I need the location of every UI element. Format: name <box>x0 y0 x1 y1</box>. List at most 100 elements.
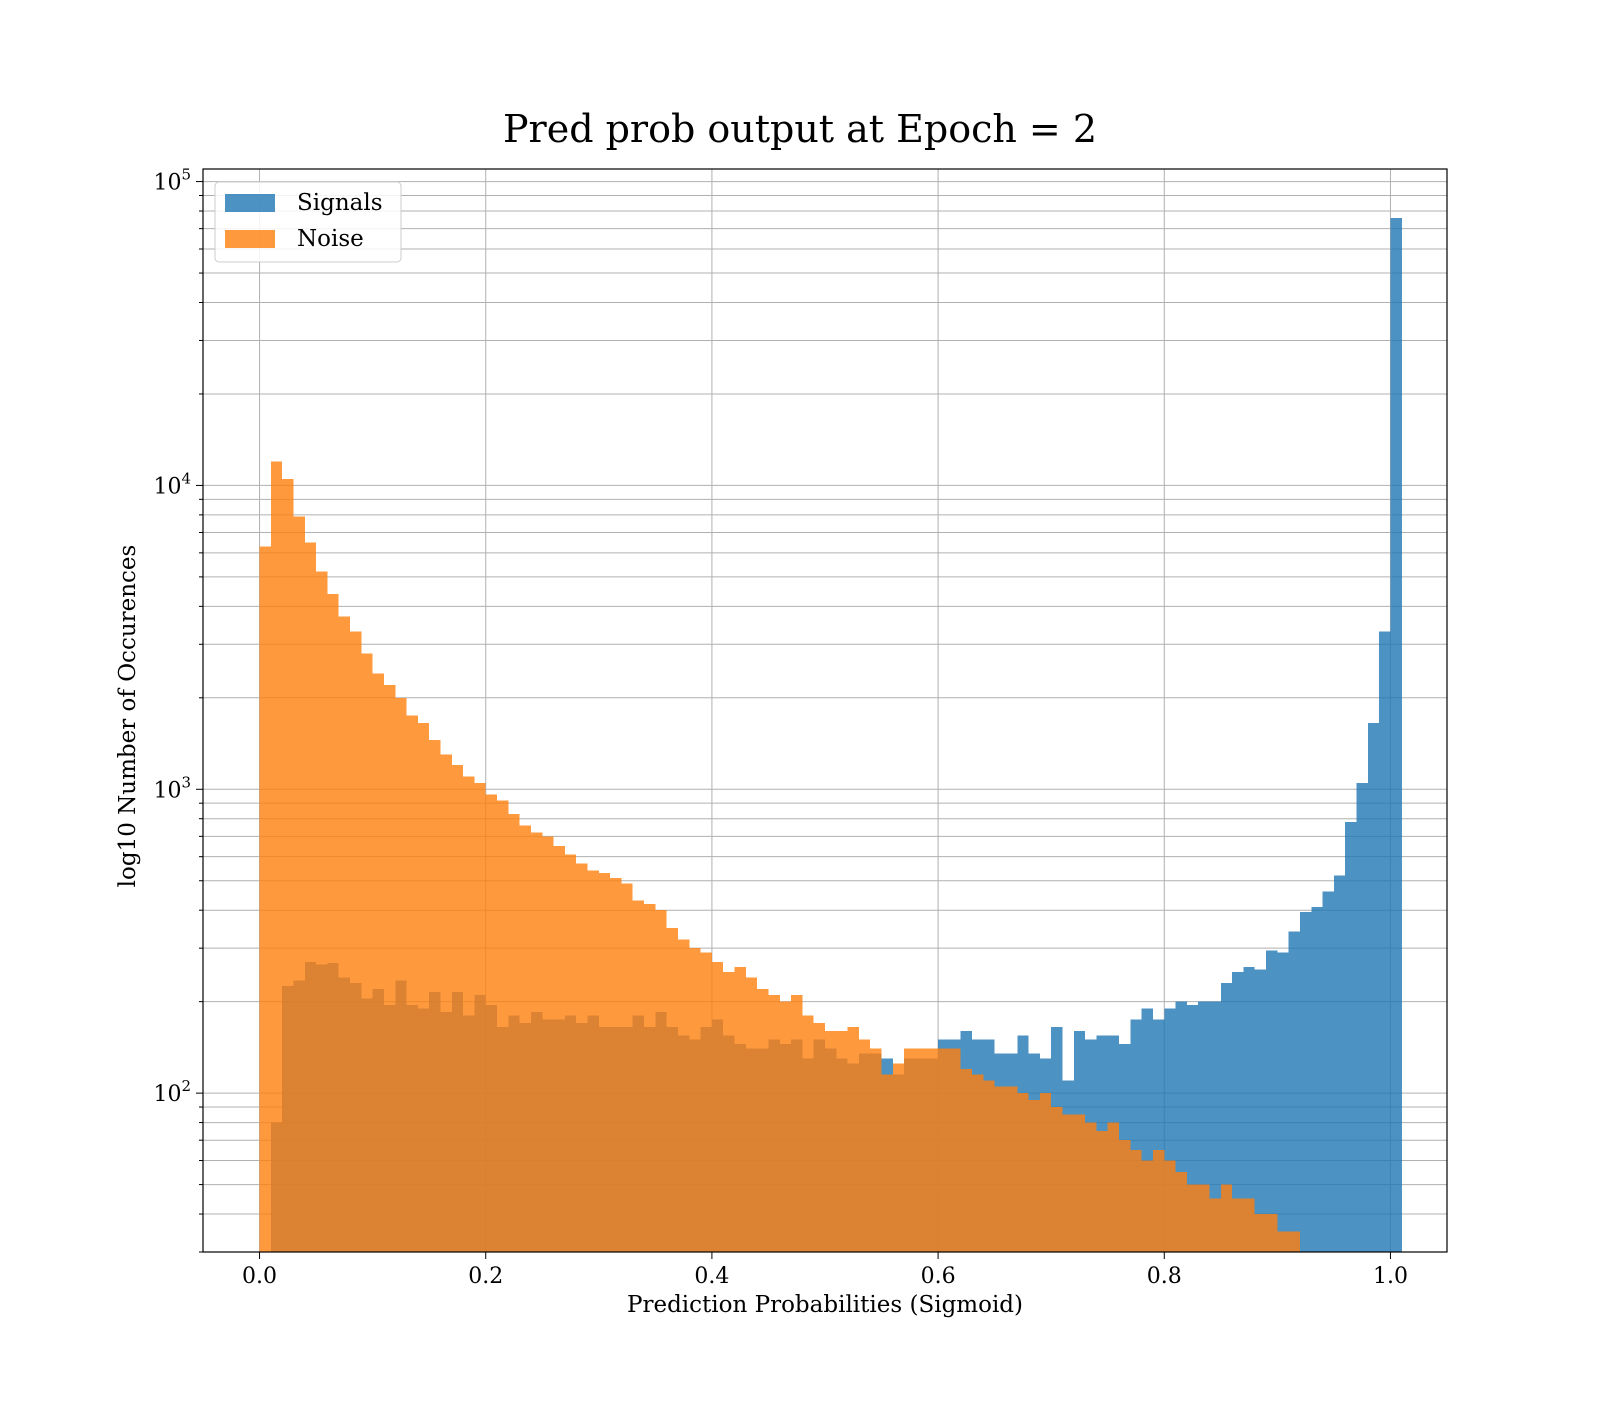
bar-noise <box>700 952 712 1252</box>
x-tick-label: 1.0 <box>1373 1264 1408 1289</box>
bar-noise <box>610 878 622 1252</box>
bar-noise <box>949 1048 961 1252</box>
bar-noise <box>644 903 656 1252</box>
bar-noise <box>338 616 351 1252</box>
bar-signals <box>1266 950 1278 1252</box>
bar-signals <box>1379 631 1391 1252</box>
bar-signals <box>1141 1008 1153 1252</box>
bar-noise <box>316 571 328 1252</box>
bar-noise <box>858 1039 871 1252</box>
legend-swatch-signals <box>225 194 275 212</box>
series-noise <box>259 461 1300 1253</box>
legend-swatch-noise <box>225 230 275 248</box>
bar-signals <box>1333 875 1346 1252</box>
y-tick-label: 105 <box>153 166 191 196</box>
bar-noise <box>904 1048 916 1252</box>
bar-signals <box>1220 983 1233 1252</box>
bar-noise <box>1220 1184 1233 1252</box>
bar-noise <box>1062 1114 1074 1252</box>
bar-noise <box>259 546 271 1252</box>
bar-noise <box>270 461 283 1252</box>
legend-label-noise: Noise <box>297 226 364 252</box>
bar-noise <box>757 989 769 1252</box>
bar-noise <box>1209 1198 1221 1252</box>
bar-noise <box>1107 1122 1120 1252</box>
bar-signals <box>1277 952 1289 1252</box>
bar-noise <box>745 977 758 1252</box>
bar-noise <box>1073 1114 1086 1252</box>
bar-signals <box>1345 822 1357 1252</box>
bar-noise <box>779 1001 792 1252</box>
bar-noise <box>429 740 441 1252</box>
bar-signals <box>1356 782 1368 1252</box>
bar-noise <box>689 948 701 1252</box>
bar-noise <box>983 1080 995 1252</box>
bar-noise <box>870 1048 882 1252</box>
y-tick-label: 103 <box>153 773 191 803</box>
x-tick-label: 0.4 <box>694 1264 729 1289</box>
axes-layer: 0.0 0.2 0.4 0.6 0.8 1.0 102 103 104 105 <box>153 166 1448 1289</box>
bar-noise <box>576 863 588 1252</box>
bar-noise <box>497 800 509 1252</box>
bar-noise <box>1039 1093 1052 1252</box>
bar-noise <box>1085 1122 1097 1252</box>
bar-noise <box>621 883 633 1252</box>
bar-noise <box>1017 1093 1029 1252</box>
bar-noise <box>1266 1214 1278 1252</box>
bar-signals <box>1367 723 1380 1252</box>
bar-noise <box>598 873 611 1252</box>
bar-noise <box>406 715 418 1252</box>
bar-noise <box>666 927 678 1252</box>
bar-noise <box>881 1074 893 1252</box>
bar-noise <box>723 972 735 1252</box>
chart-title: Pred prob output at Epoch = 2 <box>503 107 1097 151</box>
bar-noise <box>542 836 554 1252</box>
bar-noise <box>383 685 396 1252</box>
bar-signals <box>1198 1001 1210 1252</box>
bar-signals <box>1232 972 1244 1252</box>
bar-noise <box>1198 1184 1210 1252</box>
bar-noise <box>1152 1149 1165 1252</box>
bar-noise <box>711 962 724 1252</box>
y-axis-label: log10 Number of Occurences <box>115 545 141 888</box>
bar-noise <box>768 995 780 1252</box>
bar-noise <box>485 794 498 1252</box>
y-tick-label: 104 <box>153 469 191 499</box>
bar-signals <box>1164 1008 1176 1252</box>
bar-noise <box>1254 1214 1267 1252</box>
bar-noise <box>1288 1231 1300 1252</box>
bar-noise <box>836 1031 848 1252</box>
bar-noise <box>440 754 452 1252</box>
bar-noise <box>372 673 384 1252</box>
bar-noise <box>972 1074 984 1252</box>
bar-noise <box>632 900 645 1252</box>
bar-noise <box>1232 1198 1244 1252</box>
bar-noise <box>1096 1131 1108 1252</box>
bar-noise <box>960 1069 973 1252</box>
bar-noise <box>508 813 520 1252</box>
bar-noise <box>587 870 599 1252</box>
bar-noise <box>813 1023 825 1252</box>
legend: Signals Noise <box>214 181 402 263</box>
bar-noise <box>1051 1107 1063 1252</box>
bar-noise <box>282 478 294 1253</box>
bar-signals <box>1390 217 1402 1253</box>
bar-signals <box>1175 1001 1187 1252</box>
bar-noise <box>847 1027 859 1252</box>
bar-signals <box>1130 1019 1142 1252</box>
bar-noise <box>825 1031 837 1252</box>
bar-noise <box>463 776 475 1252</box>
bar-noise <box>802 1015 814 1252</box>
bar-noise <box>1130 1149 1142 1252</box>
bar-noise <box>474 782 486 1252</box>
bar-noise <box>553 846 565 1252</box>
bar-noise <box>361 653 373 1252</box>
bar-noise <box>1243 1198 1255 1252</box>
bar-noise <box>519 825 531 1252</box>
bar-signals <box>1209 1001 1221 1252</box>
bar-signals <box>1186 1004 1199 1252</box>
bar-noise <box>451 765 464 1252</box>
bar-noise <box>994 1086 1006 1252</box>
bar-noise <box>1186 1184 1199 1252</box>
